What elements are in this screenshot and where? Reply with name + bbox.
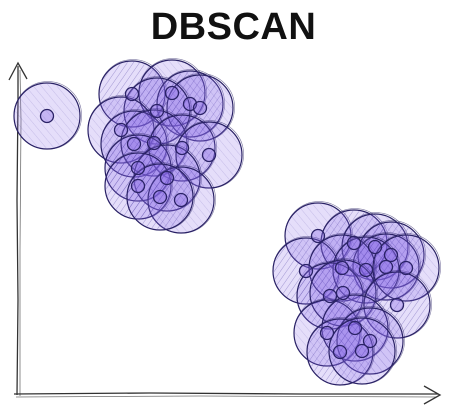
data-point — [159, 170, 175, 186]
data-point — [164, 85, 180, 101]
axes — [8, 61, 442, 405]
data-point — [298, 263, 314, 279]
data-point — [332, 344, 348, 360]
data-point — [149, 103, 165, 119]
data-point — [319, 325, 335, 341]
x-axis-line-sketch — [15, 395, 437, 398]
neighborhood-hatching — [128, 165, 192, 229]
lower-cluster-neighborhood — [328, 316, 397, 385]
cluster-circles — [13, 58, 441, 386]
data-point — [201, 147, 217, 163]
neighborhood-sketch-outline — [13, 81, 82, 150]
x-axis-line — [13, 392, 438, 395]
data-point — [322, 288, 338, 304]
data-point — [310, 228, 326, 244]
x-axis-arrow — [423, 385, 442, 405]
data-point — [113, 122, 129, 138]
data-point — [173, 192, 189, 208]
neighborhood-sketch-outline — [126, 162, 195, 231]
data-point — [362, 333, 378, 349]
data-point — [346, 235, 362, 251]
data-point — [130, 178, 146, 194]
data-point — [126, 136, 142, 152]
data-point — [367, 239, 383, 255]
neighborhood-hatching — [15, 84, 79, 148]
data-point — [152, 189, 168, 205]
data-point — [378, 259, 394, 275]
neighborhood-sketch-outline — [328, 316, 397, 385]
y-axis-arrow — [8, 61, 28, 81]
data-point — [347, 320, 363, 336]
data-point — [192, 100, 208, 116]
neighborhood-hatching — [330, 319, 394, 383]
y-axis-line — [16, 66, 19, 396]
data-point — [398, 260, 414, 276]
data-point — [146, 135, 162, 151]
data-point — [389, 297, 405, 313]
data-point — [174, 140, 190, 156]
data-point — [358, 262, 374, 278]
page-title: DBSCAN — [150, 6, 317, 48]
data-point — [39, 108, 55, 124]
data-point — [130, 160, 146, 176]
data-point — [383, 247, 399, 263]
data-point — [334, 260, 350, 276]
data-point — [124, 86, 140, 102]
upper-cluster-neighborhood — [126, 162, 195, 231]
data-point — [335, 285, 351, 301]
outlier-neighborhood — [13, 81, 82, 150]
data-point — [354, 343, 370, 359]
